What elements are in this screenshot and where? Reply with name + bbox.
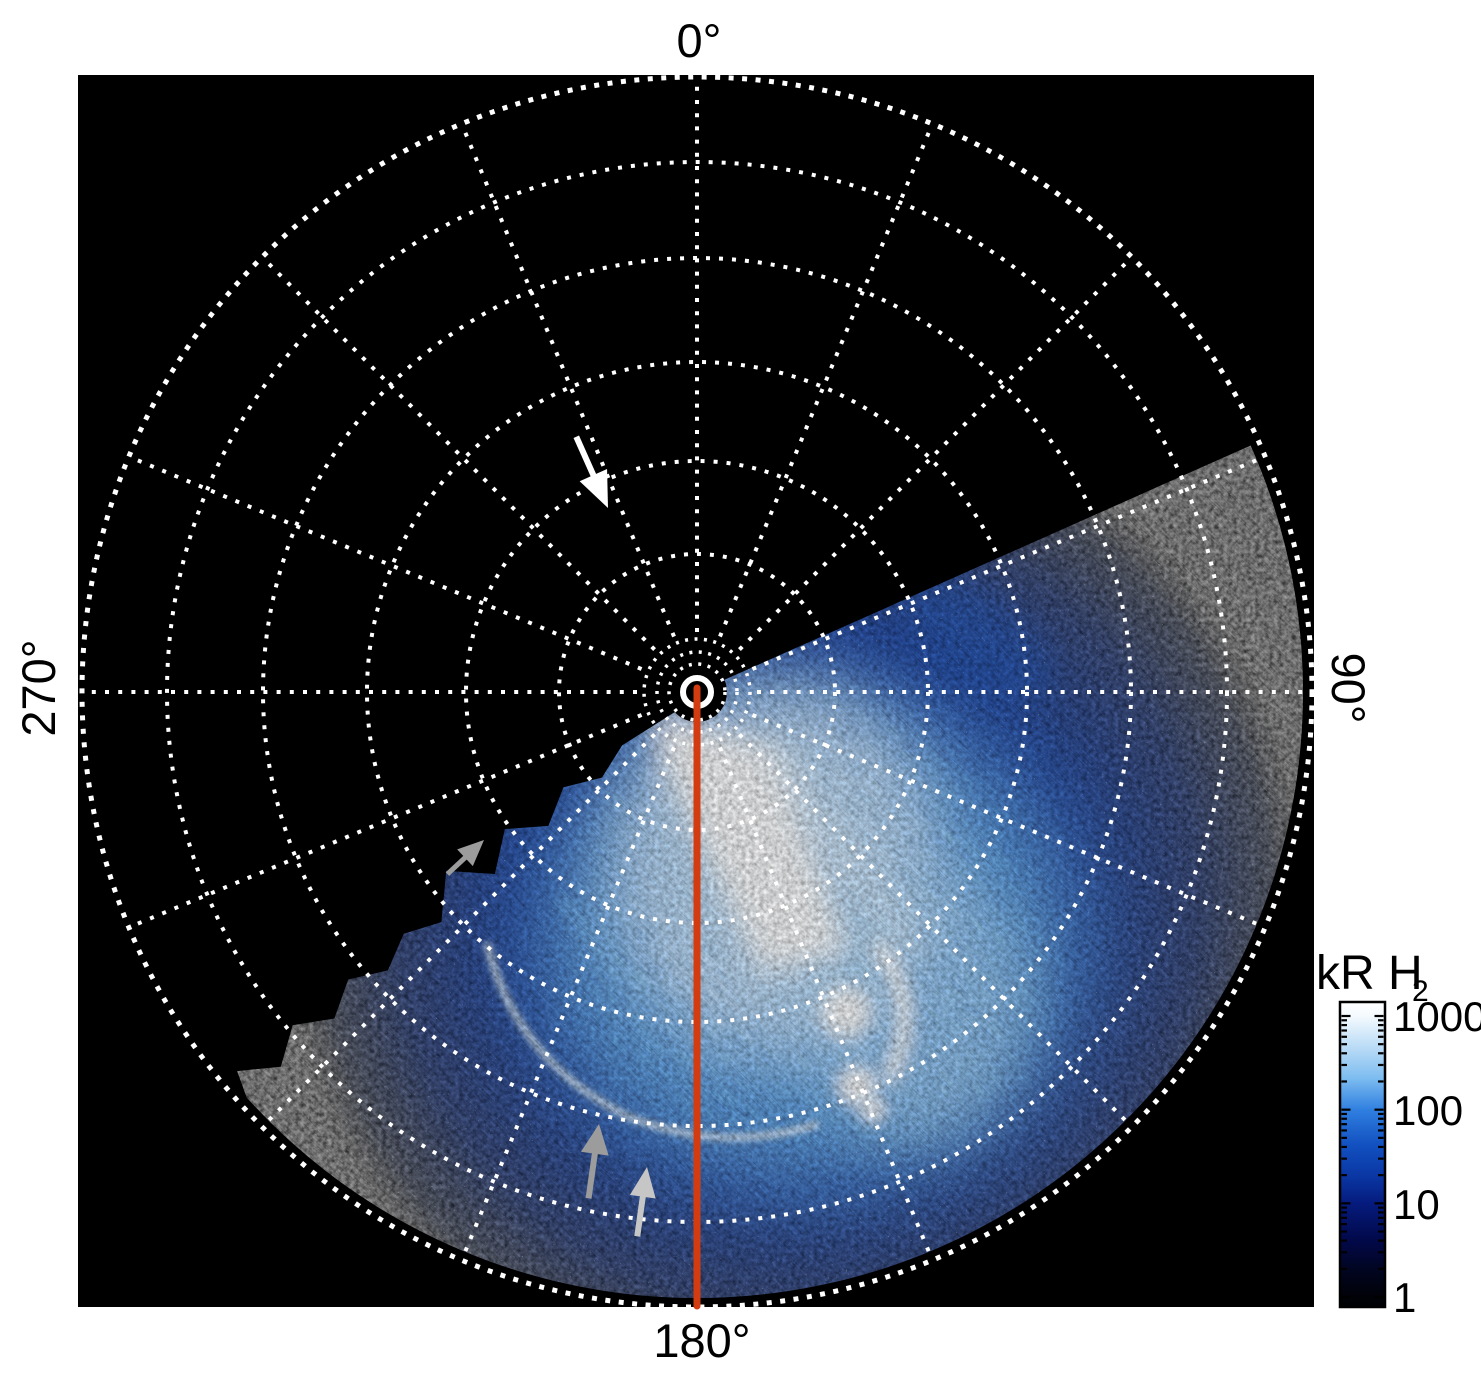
angle-label-right: 90°	[1322, 652, 1375, 723]
colorbar-tick-label-10: 10	[1393, 1181, 1440, 1228]
colorbar: kR H 2 1000 100 10 1	[1316, 947, 1481, 1321]
white-arrow	[579, 469, 608, 508]
gray-arrow-edge	[457, 840, 484, 867]
colorbar-ticks	[1341, 1014, 1384, 1299]
colorbar-tick-label-100: 100	[1393, 1087, 1463, 1134]
annotation-arrows	[445, 435, 656, 1237]
gray-arrow-arc-2	[629, 1167, 656, 1199]
angle-label-bottom: 180°	[653, 1314, 750, 1367]
colorbar-tick-label-1000: 1000	[1393, 993, 1481, 1040]
gray-arrow-arc-1	[580, 1124, 609, 1156]
white-arrow-shaft	[573, 435, 597, 479]
angle-label-left: 270°	[12, 639, 65, 736]
gray-arrow-edge-shaft	[445, 854, 469, 876]
colorbar-title-subscript: 2	[1412, 975, 1429, 1008]
gray-arrow-arc-1-shaft	[585, 1151, 599, 1199]
colorbar-tick-label-1: 1	[1393, 1274, 1416, 1321]
colorbar-border	[1338, 1000, 1387, 1309]
colorbar-gradient	[1340, 1002, 1385, 1307]
gray-arrow-arc-2-shaft	[634, 1194, 647, 1237]
colorbar-title: kR H	[1316, 947, 1423, 1000]
angle-label-top: 0°	[677, 14, 722, 67]
